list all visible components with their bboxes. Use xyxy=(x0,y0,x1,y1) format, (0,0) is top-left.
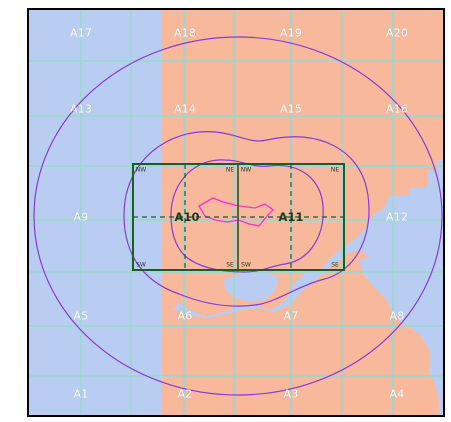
center-label-A11: A11 xyxy=(278,210,304,224)
map-frame[interactable]: A17 A18 A19 A20 A13 A14 A15 A16 A9 A12 A… xyxy=(27,8,445,417)
study-area xyxy=(132,163,345,271)
contour-lines xyxy=(33,36,443,396)
corner-label-se-left: SE xyxy=(226,261,234,269)
cell-label-A18: A18 xyxy=(173,26,197,40)
corner-label-sw: SW xyxy=(136,261,146,269)
cell-label-A13: A13 xyxy=(69,102,93,116)
cell-label-A7: A7 xyxy=(283,309,299,323)
cell-label-A16: A16 xyxy=(385,102,409,116)
cell-label-A4: A4 xyxy=(389,387,405,401)
contour-middle xyxy=(123,131,370,307)
cell-label-A8: A8 xyxy=(389,309,405,323)
cell-label-A9: A9 xyxy=(73,210,89,224)
center-label-A10: A10 xyxy=(174,210,200,224)
cell-label-A6: A6 xyxy=(177,309,193,323)
map-canvas[interactable] xyxy=(29,10,445,417)
corner-label-nw: NW xyxy=(135,166,147,174)
corner-label-sw-right: SW xyxy=(241,261,251,269)
land-area xyxy=(162,10,443,330)
cell-label-A3: A3 xyxy=(283,387,299,401)
contour-inner xyxy=(170,159,324,273)
cell-label-A5: A5 xyxy=(73,309,89,323)
cell-label-A19: A19 xyxy=(279,26,303,40)
cell-label-A1: A1 xyxy=(73,387,89,401)
cell-label-A2: A2 xyxy=(177,387,193,401)
land-area-south xyxy=(162,250,439,415)
cell-label-A17: A17 xyxy=(69,26,93,40)
cell-label-A15: A15 xyxy=(279,102,303,116)
water-inlet xyxy=(224,268,279,302)
corner-label-se: SE xyxy=(331,261,339,269)
inner-zone xyxy=(198,197,274,227)
corner-label-nw-right: NW xyxy=(240,166,252,174)
contour-outer xyxy=(33,36,443,396)
corner-label-ne-left: NE xyxy=(225,166,235,174)
corner-label-ne: NE xyxy=(330,166,340,174)
cell-label-A14: A14 xyxy=(173,102,197,116)
cell-label-A20: A20 xyxy=(385,26,409,40)
cell-label-A12: A12 xyxy=(385,210,409,224)
